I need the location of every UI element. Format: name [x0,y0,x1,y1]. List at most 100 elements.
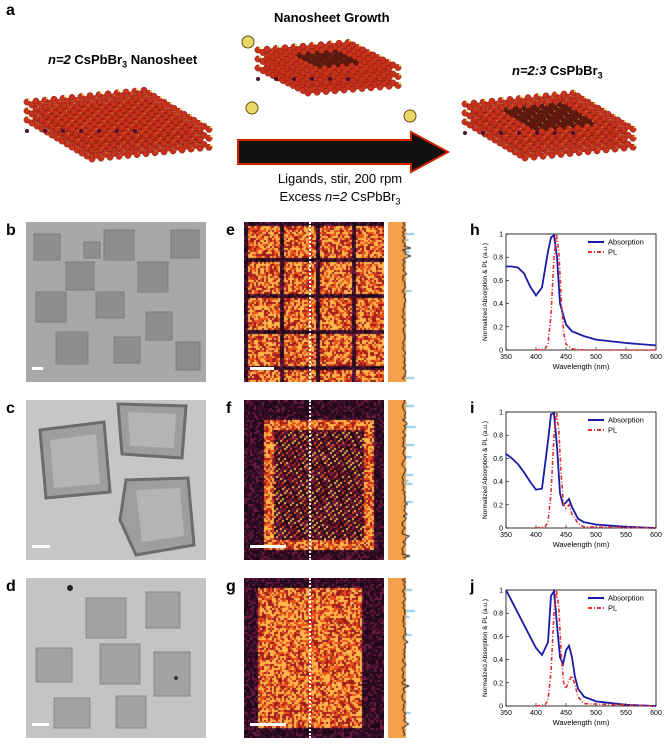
lead-atom [104,90,112,98]
panel-label-b: b [6,222,16,239]
y-tick-label: 1 [499,232,503,239]
lead-atom [624,122,632,130]
panel-label-a: a [6,2,15,19]
lead-atom [50,95,58,103]
x-tick-label: 500 [590,710,602,717]
y-tick-label: 0 [499,348,503,355]
x-axis-label: Wavelength (nm) [553,718,610,727]
panel-label-g: g [226,578,236,595]
halide-atom [593,102,597,105]
halide-atom [169,102,173,105]
halide-atom [348,39,352,42]
panel-label-h: h [470,222,480,239]
x-tick-label: 600 [650,354,662,361]
scale-bar-g [250,723,286,726]
line-profile-g-canvas [388,578,416,738]
halide-atom [258,46,262,50]
y-tick-label: 0.6 [493,634,503,641]
y-tick-label: 0.2 [493,324,503,331]
scale-bar-c [32,545,50,548]
series-line-pl [535,589,657,707]
halide-atom [398,64,402,67]
x-tick-label: 600 [650,532,662,539]
panel-label-i: i [470,400,475,417]
halide-atom [465,100,469,104]
pl-map-e [244,222,384,382]
left-title: n=2 CsPbBr3 Nanosheet [48,52,198,70]
cesium-atom [463,131,467,135]
tem-image-d-graphic [26,578,206,738]
x-tick-label: 400 [530,532,542,539]
halide-atom [149,90,153,93]
halide-atom [613,114,617,117]
plot-frame [505,411,657,529]
halide-atom [573,90,577,93]
legend-label: Absorption [608,238,644,247]
panel-label-c: c [6,400,15,417]
y-tick-label: 0.2 [493,502,503,509]
lead-atom [160,98,168,106]
halide-atom [633,144,637,147]
cesium-atom [97,129,101,133]
lead-atom [32,97,40,105]
line-profile-e [388,222,416,382]
line-profile-f [388,400,416,560]
halide-atom [189,114,193,117]
cesium-atom [61,129,65,133]
x-tick-label: 500 [590,354,602,361]
center-title: Nanosheet Growth [274,10,390,25]
pl-map-f-canvas [244,400,384,560]
y-tick-label: 0.2 [493,680,503,687]
halide-atom [378,54,382,57]
legend-label: Absorption [608,594,644,603]
line-profile-marker-f [309,400,311,560]
pl-map-f [244,400,384,560]
pl-map-e-canvas [244,222,384,382]
series-line-absorption [505,588,657,707]
arrow-caption-line2: Excess n=2 CsPbBr3 [279,189,401,207]
halide-atom [63,95,67,98]
pl-map-g [244,578,384,738]
x-tick-label: 600 [650,710,662,717]
plot-frame [505,233,657,351]
y-axis-label: Normalized Absorption & PL (a.u.) [482,243,489,341]
lead-atom [524,94,532,102]
halide-atom [398,73,402,76]
scale-bar-e [250,367,274,370]
ligand-cluster [403,109,417,123]
halide-atom [465,109,469,113]
x-tick-label: 350 [500,532,512,539]
y-tick-label: 0.8 [493,611,503,618]
legend-label: PL [608,248,617,257]
arrow-caption: Ligands, stir, 200 rpm Excess n=2 CsPbBr… [255,170,425,211]
halide-atom [501,97,505,100]
halide-atom [330,40,334,44]
lead-atom [614,116,622,124]
lead-atom [488,97,496,105]
cesium-atom [310,77,314,81]
x-tick-label: 350 [500,354,512,361]
halide-atom [358,44,362,47]
line-profile-marker-g [309,578,311,738]
halide-atom [45,97,49,100]
plot-frame [505,589,657,707]
halide-atom [258,64,262,68]
tem-image-c-graphic [26,400,206,560]
lead-atom [190,116,198,124]
tem-image-d [26,578,206,738]
halide-atom [179,108,183,111]
line-profile-marker-e [309,222,311,382]
halide-atom [294,43,298,47]
legend-label: Absorption [608,416,644,425]
lead-atom [604,110,612,118]
lead-atom [624,140,632,148]
y-axis-label: Normalized Absorption & PL (a.u.) [482,421,489,519]
nanosheet-right-illustration [461,89,637,162]
scale-bar-d [32,723,49,726]
lead-atom [506,96,514,103]
halide-atom [368,49,372,52]
panel-label-f: f [226,400,232,417]
cesium-atom [43,129,47,133]
halide-atom [209,144,213,147]
halide-atom [99,91,103,94]
